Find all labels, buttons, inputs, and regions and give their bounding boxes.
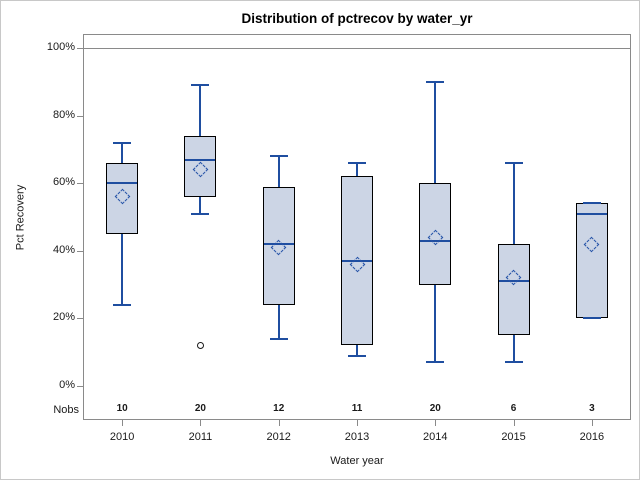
whisker-cap-min — [582, 317, 601, 320]
nobs-value: 11 — [351, 403, 363, 414]
median-line — [107, 182, 138, 185]
x-tick-mark — [357, 420, 358, 426]
x-axis-title: Water year — [330, 455, 384, 467]
nobs-value: 6 — [510, 403, 517, 414]
y-tick-label: 80% — [52, 108, 75, 121]
y-tick-mark — [77, 115, 83, 117]
whisker-cap-max — [113, 141, 132, 144]
whisker-cap-max — [426, 80, 445, 83]
box-iqr — [419, 183, 452, 285]
x-tick-label: 2015 — [501, 431, 526, 443]
y-axis-title: Pct Recovery — [14, 184, 27, 251]
x-tick-label: 2011 — [188, 431, 213, 443]
refline-100pct — [84, 48, 630, 49]
box-iqr — [106, 162, 139, 234]
whisker-cap-max — [504, 161, 523, 164]
whisker-cap-min — [191, 212, 210, 215]
whisker-cap-min — [269, 337, 288, 340]
y-tick-label: 0% — [59, 379, 75, 391]
x-tick-label: 2012 — [266, 431, 291, 443]
whisker-cap-max — [269, 155, 288, 158]
whisker-cap-min — [426, 361, 445, 364]
nobs-value: 10 — [116, 403, 128, 414]
x-tick-label: 2016 — [579, 431, 605, 443]
box-iqr — [262, 186, 295, 305]
whisker-cap-min — [504, 361, 523, 364]
y-tick-label: 20% — [52, 311, 75, 324]
box-iqr — [497, 244, 530, 336]
x-tick-mark — [122, 420, 123, 426]
y-tick-mark — [77, 318, 83, 320]
median-line — [498, 280, 529, 283]
median-line — [263, 243, 294, 246]
x-tick-mark — [279, 420, 280, 426]
plot-area — [83, 34, 631, 420]
x-tick-label: 2010 — [109, 431, 135, 443]
whisker-cap-min — [348, 354, 366, 357]
nobs-value: 20 — [429, 403, 441, 414]
nobs-row-label: Nobs — [53, 404, 79, 416]
median-line — [185, 158, 216, 161]
y-tick-label: 40% — [52, 243, 75, 256]
median-line — [342, 259, 372, 262]
y-tick-label: 60% — [52, 176, 75, 189]
x-tick-mark — [200, 420, 201, 426]
y-tick-mark — [77, 386, 83, 387]
nobs-value: 20 — [194, 403, 206, 414]
x-tick-mark — [435, 420, 436, 426]
y-tick-mark — [77, 250, 83, 252]
nobs-value: 12 — [273, 403, 285, 414]
median-line — [576, 212, 607, 215]
x-tick-mark — [592, 420, 593, 426]
nobs-value: 3 — [589, 403, 595, 414]
median-line — [420, 239, 451, 242]
x-tick-label: 2014 — [423, 431, 448, 443]
y-tick-mark — [77, 48, 83, 49]
whisker-cap-min — [113, 303, 132, 306]
x-tick-mark — [514, 420, 515, 426]
outlier-marker — [196, 341, 204, 349]
y-tick-label: 100% — [46, 41, 75, 53]
box-iqr — [575, 203, 608, 319]
x-tick-label: 2013 — [344, 431, 370, 443]
box-iqr — [184, 135, 217, 197]
whisker-cap-max — [191, 84, 210, 87]
chart-title: Distribution of pctrecov by water_yr — [241, 11, 473, 26]
whisker-cap-max — [348, 161, 366, 164]
whisker-cap-max — [582, 202, 601, 205]
y-tick-mark — [77, 183, 83, 185]
